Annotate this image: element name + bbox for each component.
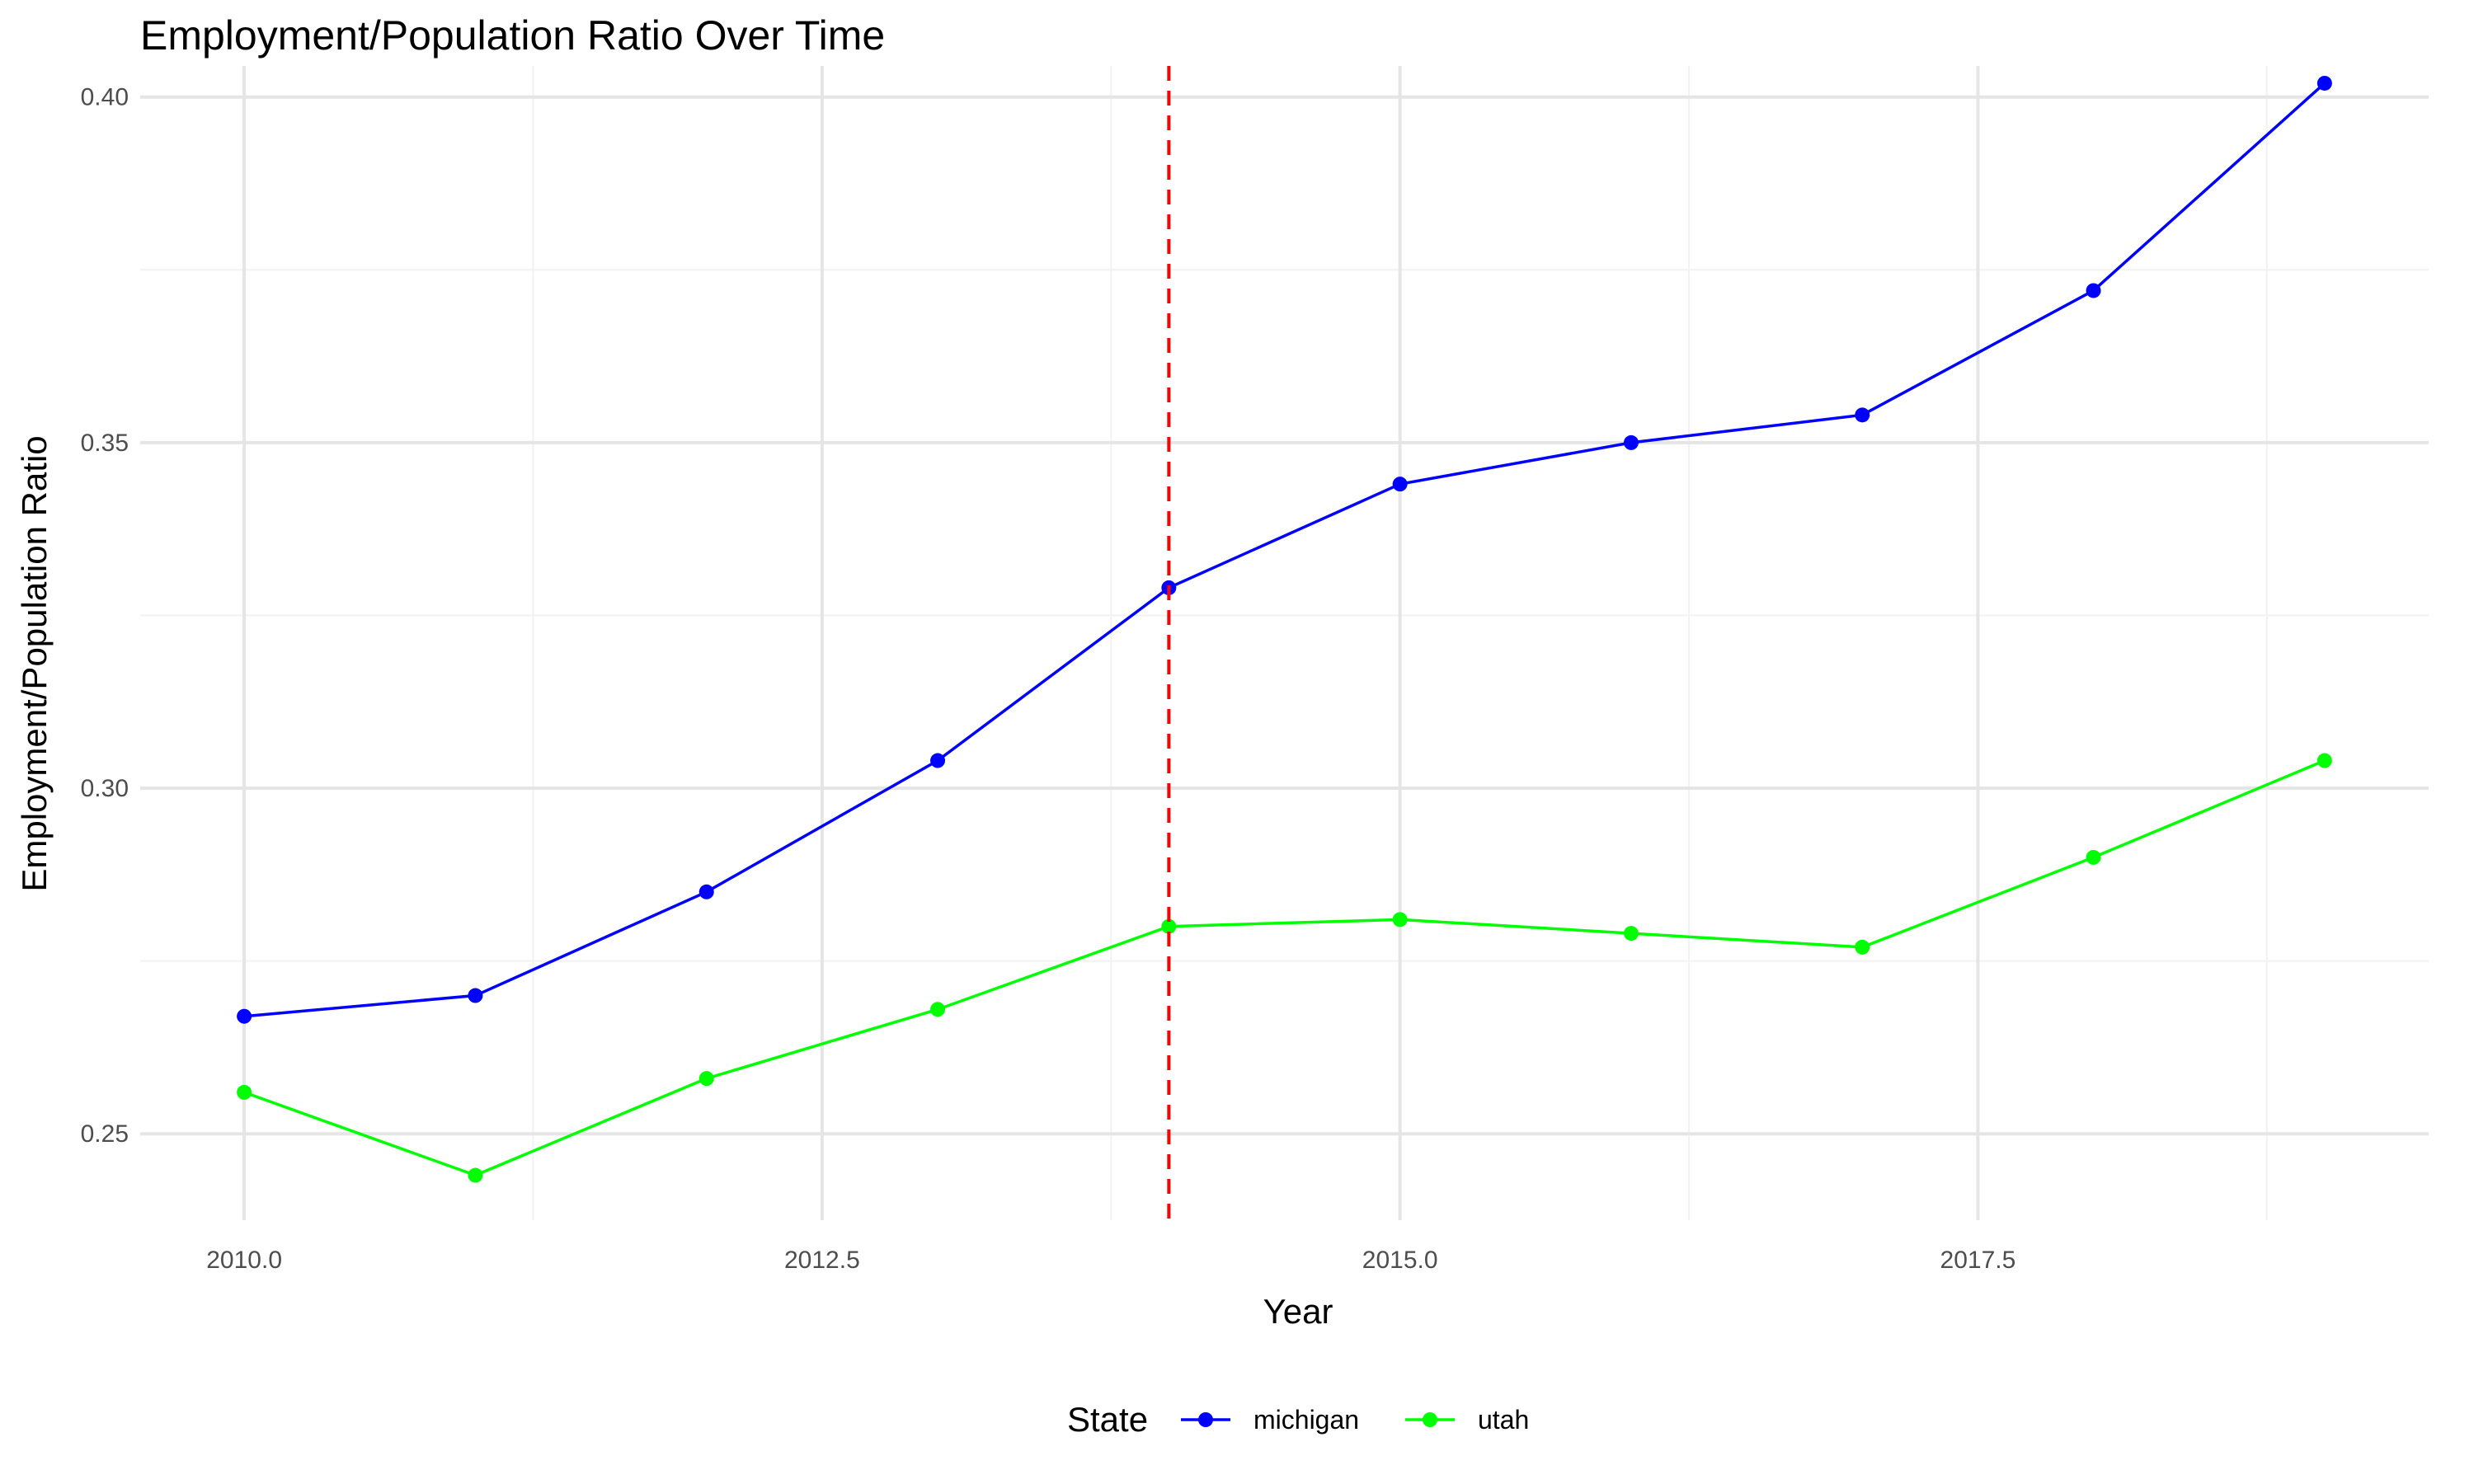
data-point-utah — [930, 1002, 946, 1017]
data-point-utah — [1161, 918, 1177, 934]
series-line-utah — [243, 758, 2326, 1177]
series-line-michigan — [243, 82, 2326, 1018]
y-axis-title: Employment/Population Ratio — [15, 435, 54, 891]
x-axis-title: Year — [1263, 1292, 1333, 1331]
legend-label-utah: utah — [1478, 1405, 1529, 1435]
y-tick-label: 0.30 — [81, 775, 129, 802]
x-tick-label: 2012.5 — [784, 1247, 860, 1274]
x-tick-label: 2015.0 — [1362, 1247, 1438, 1274]
legend-label-michigan: michigan — [1253, 1405, 1359, 1435]
data-point-utah — [1855, 939, 1870, 955]
chart-title: Employment/Population Ratio Over Time — [140, 12, 885, 59]
data-point-michigan — [1623, 434, 1639, 450]
x-tick-label: 2010.0 — [206, 1247, 282, 1274]
minor-gridlines — [140, 66, 2429, 1220]
data-point-michigan — [468, 988, 483, 1003]
data-point-michigan — [2086, 283, 2101, 298]
data-point-utah — [1392, 912, 1408, 928]
data-point-utah — [468, 1167, 483, 1183]
y-tick-label: 0.35 — [81, 430, 129, 457]
data-point-utah — [698, 1071, 714, 1087]
data-point-utah — [2316, 753, 2332, 768]
legend-key-point-utah — [1423, 1412, 1437, 1427]
data-point-michigan — [698, 884, 714, 899]
data-point-michigan — [1392, 477, 1408, 492]
legend: State michigan utah — [1067, 1400, 1529, 1439]
data-point-utah — [237, 1084, 252, 1100]
data-point-michigan — [930, 753, 946, 768]
y-axis-ticks: 0.25 0.30 0.35 0.40 — [81, 84, 129, 1148]
data-point-michigan — [2316, 75, 2332, 91]
legend-items: michigan utah — [1181, 1405, 1529, 1435]
data-point-utah — [2086, 849, 2101, 865]
y-tick-label: 0.40 — [81, 84, 129, 111]
legend-key-point-michigan — [1198, 1412, 1213, 1427]
data-point-utah — [1623, 926, 1639, 942]
data-point-michigan — [1855, 407, 1870, 423]
series-layer — [237, 75, 2332, 1183]
y-tick-label: 0.25 — [81, 1120, 129, 1148]
x-axis-ticks: 2010.0 2012.5 2015.0 2017.5 — [206, 1247, 2015, 1274]
x-tick-label: 2017.5 — [1940, 1247, 2016, 1274]
data-point-michigan — [237, 1008, 252, 1024]
major-gridlines — [140, 66, 2429, 1220]
legend-title: State — [1067, 1400, 1148, 1439]
